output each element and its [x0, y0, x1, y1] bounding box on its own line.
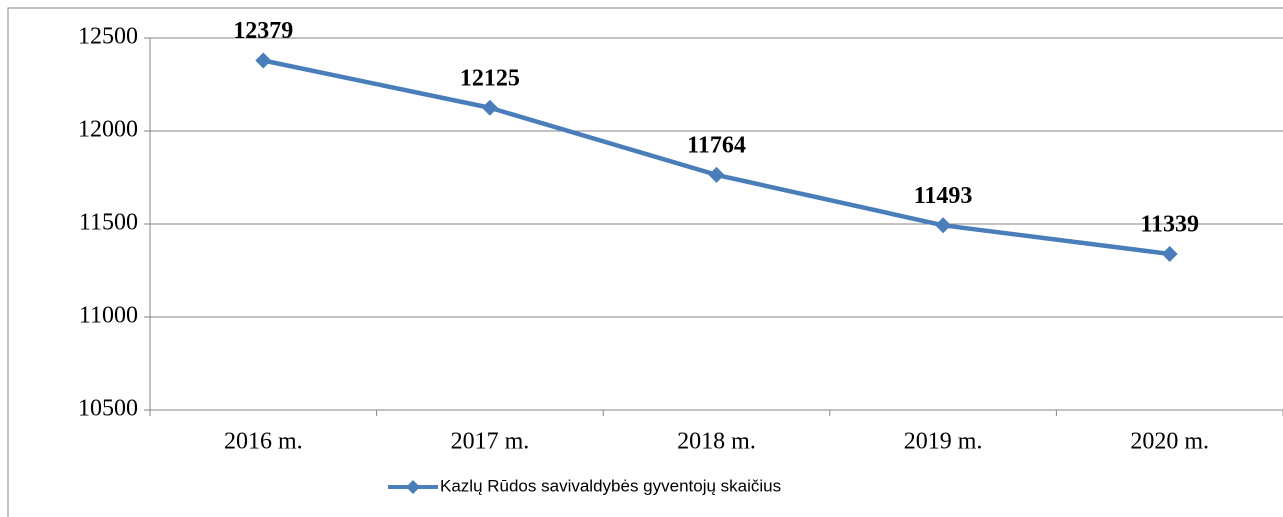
x-tick-label: 2017 m.	[451, 429, 530, 455]
x-tick-label: 2020 m.	[1130, 429, 1209, 455]
y-tick-label: 11500	[79, 210, 138, 236]
y-tick-label: 12000	[78, 117, 138, 143]
data-label: 12379	[233, 18, 293, 44]
data-label: 11493	[914, 183, 973, 209]
y-tick-label: 10500	[78, 396, 138, 422]
y-tick-label: 11000	[79, 303, 138, 329]
x-tick-label: 2019 m.	[904, 429, 983, 455]
y-tick-label: 12500	[78, 24, 138, 50]
x-tick-label: 2016 m.	[224, 429, 303, 455]
legend-marker	[406, 480, 420, 494]
marker	[1161, 245, 1178, 262]
marker	[708, 166, 725, 183]
marker	[255, 52, 272, 69]
x-tick-label: 2018 m.	[677, 429, 756, 455]
legend-label: Kazlų Rūdos savivaldybės gyventojų skaič…	[440, 476, 781, 495]
data-label: 12125	[460, 65, 520, 91]
marker	[935, 217, 952, 234]
data-label: 11339	[1140, 211, 1199, 237]
chart-frame	[7, 7, 1283, 517]
marker	[481, 99, 498, 116]
data-label: 11764	[687, 132, 746, 158]
